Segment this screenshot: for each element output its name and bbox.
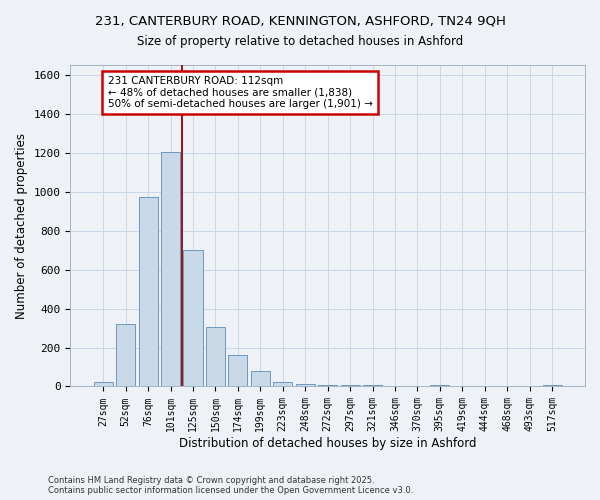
Bar <box>251 372 270 386</box>
Bar <box>161 152 180 386</box>
Bar <box>341 385 359 386</box>
Bar <box>229 356 247 386</box>
X-axis label: Distribution of detached houses by size in Ashford: Distribution of detached houses by size … <box>179 437 476 450</box>
Bar <box>116 324 135 386</box>
Bar <box>139 196 158 386</box>
Bar <box>94 382 113 386</box>
Text: Contains HM Land Registry data © Crown copyright and database right 2025.
Contai: Contains HM Land Registry data © Crown c… <box>48 476 413 495</box>
Bar <box>184 250 203 386</box>
Y-axis label: Number of detached properties: Number of detached properties <box>15 132 28 318</box>
Bar <box>318 384 337 386</box>
Bar <box>296 384 315 386</box>
Text: 231, CANTERBURY ROAD, KENNINGTON, ASHFORD, TN24 9QH: 231, CANTERBURY ROAD, KENNINGTON, ASHFOR… <box>95 15 505 28</box>
Bar <box>430 384 449 386</box>
Text: 231 CANTERBURY ROAD: 112sqm
← 48% of detached houses are smaller (1,838)
50% of : 231 CANTERBURY ROAD: 112sqm ← 48% of det… <box>108 76 373 109</box>
Text: Size of property relative to detached houses in Ashford: Size of property relative to detached ho… <box>137 35 463 48</box>
Bar <box>206 327 225 386</box>
Bar <box>542 384 562 386</box>
Bar <box>273 382 292 386</box>
